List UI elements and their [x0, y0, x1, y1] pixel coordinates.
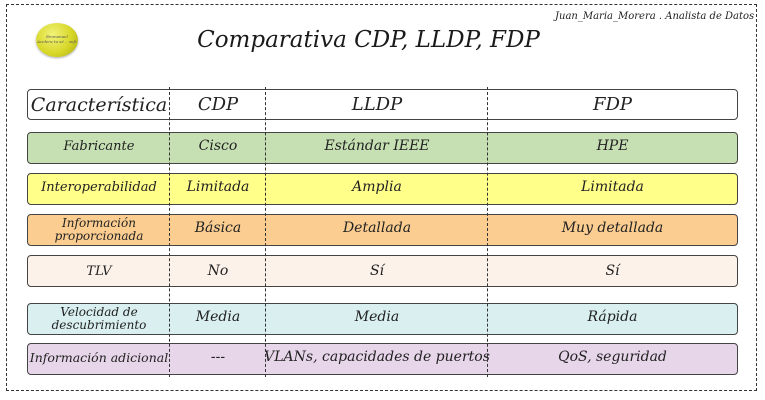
row-label: Fabricante [63, 138, 135, 154]
header-fdp: FDP [592, 94, 633, 115]
lldp-value: Media [354, 309, 400, 325]
author-credit: Juan_Maria_Morera . Analista de Datos [555, 11, 755, 22]
fdp-value: Limitada [581, 179, 644, 195]
cdp-value: Cisco [198, 138, 238, 154]
table-row: Velocidad de descubrimiento Media Media … [27, 303, 738, 335]
cdp-value: Limitada [186, 179, 250, 195]
fdp-value: Sí [605, 263, 620, 279]
fdp-value: HPE [596, 138, 629, 154]
header-characteristic: Característica [30, 93, 168, 116]
row-label: Información proporcionada [54, 216, 144, 243]
lldp-value: Detallada [342, 220, 412, 236]
table-row: TLV No Sí Sí [27, 255, 738, 287]
logo-text-line-1: Emmanuel [46, 34, 68, 40]
lldp-value: Amplia [352, 179, 402, 195]
row-label: Velocidad de descubrimiento [51, 305, 147, 332]
column-divider-lldp [265, 87, 266, 377]
row-label: Información adicional [29, 349, 169, 365]
header-lldp: LLDP [351, 94, 403, 115]
table-row: Fabricante Cisco Estándar IEEE HPE [27, 132, 738, 164]
table-row: Información proporcionada Básica Detalla… [27, 214, 738, 246]
column-divider-cdp [169, 87, 170, 377]
fdp-value: QoS, seguridad [558, 349, 667, 365]
header-cdp: CDP [197, 94, 239, 115]
table-row: Información adicional --- VLANs, capacid… [27, 343, 738, 375]
logo-text-line-2: Acelera tu sé .. sufr [37, 39, 77, 44]
dashed-frame [6, 4, 757, 391]
table-header-row: Característica CDP LLDP FDP [27, 89, 738, 120]
row-label: TLV [86, 263, 112, 279]
lldp-value: Estándar IEEE [324, 138, 430, 154]
cdp-value: --- [210, 349, 226, 365]
cdp-value: Media [195, 309, 241, 325]
page-title: Comparativa CDP, LLDP, FDP [197, 27, 540, 53]
logo: Emmanuel Acelera tu sé .. sufr [36, 23, 78, 57]
lldp-value: Sí [369, 263, 385, 279]
fdp-value: Muy detallada [561, 220, 664, 236]
cdp-value: Básica [194, 220, 242, 236]
row-label: Interoperabilidad [41, 179, 157, 195]
table-row: Interoperabilidad Limitada Amplia Limita… [27, 173, 738, 205]
cdp-value: No [207, 263, 229, 279]
column-divider-fdp [487, 87, 488, 377]
fdp-value: Rápida [587, 309, 638, 325]
lldp-value: VLANs, capacidades de puertos [264, 349, 490, 365]
